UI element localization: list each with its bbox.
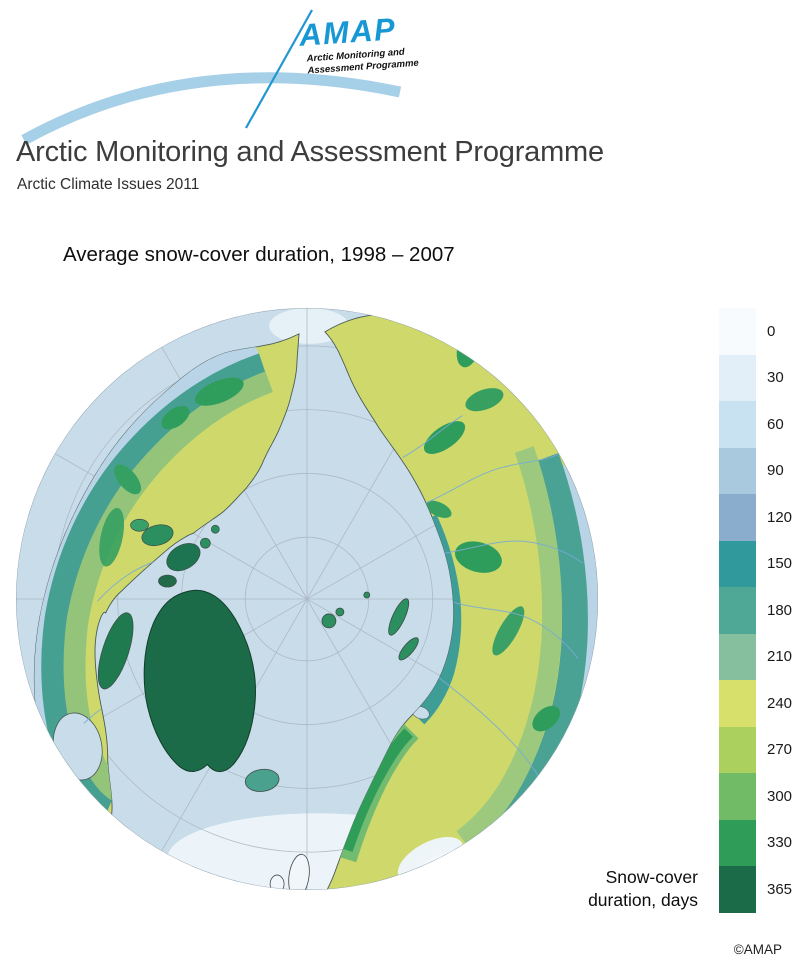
legend-caption-line1: Snow-cover — [605, 867, 698, 887]
legend-swatch — [719, 587, 756, 634]
scandinavia-mountains — [341, 728, 413, 853]
header-decoration — [21, 9, 402, 145]
legend-caption-line2: duration, days — [588, 889, 698, 910]
legend-swatch — [719, 726, 756, 773]
franz-josef-land — [363, 591, 371, 599]
legend-entry: 90 — [719, 447, 792, 494]
legend-entry: 180 — [719, 587, 792, 634]
legend-swatch — [719, 773, 756, 820]
legend-entry: 365 — [719, 866, 792, 913]
legend-swatch — [719, 447, 756, 494]
copyright: ©AMAP — [733, 942, 782, 957]
legend-value-label: 270 — [767, 741, 793, 759]
legend-swatch — [719, 819, 756, 866]
page-title: Arctic Monitoring and Assessment Program… — [16, 136, 604, 168]
legend-entry: 210 — [719, 633, 793, 680]
legend-entry: 330 — [719, 819, 793, 866]
legend-entry: 270 — [719, 726, 793, 773]
legend-swatch — [719, 354, 756, 401]
legend-value-label: 240 — [767, 694, 793, 712]
legend-caption: Snow-cover duration, days — [420, 866, 698, 912]
legend-value-label: 90 — [767, 462, 784, 480]
legend-swatch — [719, 680, 756, 727]
legend-swatch — [719, 401, 756, 448]
legend-value-label: 30 — [767, 369, 784, 387]
legend-entry: 0 — [719, 308, 792, 355]
legend-swatch — [719, 308, 756, 355]
canadian-arctic-islands — [97, 518, 220, 690]
legend-value-label: 365 — [767, 880, 793, 898]
ireland — [269, 874, 285, 891]
legend-swatch — [719, 633, 756, 680]
great-britain — [288, 853, 310, 891]
svalbard — [321, 613, 337, 629]
legend-value-label: 0 — [767, 322, 776, 340]
legend-value-label: 300 — [767, 787, 793, 805]
legend-value-label: 210 — [767, 648, 793, 666]
legend-value-label: 60 — [767, 415, 784, 433]
amap-logo-wordmark: AMAP — [297, 11, 398, 53]
logo-slash — [245, 9, 313, 129]
legend-value-label: 180 — [767, 601, 793, 619]
legend-entry: 60 — [719, 401, 792, 448]
amap-logo: AMAP Arctic Monitoring and Assessment Pr… — [297, 11, 419, 78]
arc-graphic — [21, 72, 402, 145]
greenland — [143, 589, 256, 773]
legend: 0 30 60 90 120 150 180 210 240 270 300 330 365 — [719, 308, 792, 913]
legend-entry: 240 — [719, 680, 792, 727]
legend-entry: 120 — [719, 494, 792, 541]
legend-entry: 150 — [719, 540, 793, 587]
novaya-zemlya-south — [398, 637, 419, 661]
legend-swatch — [719, 866, 756, 913]
legend-value-label: 330 — [767, 834, 793, 852]
figure-title: Average snow-cover duration, 1998 – 2007 — [63, 243, 455, 266]
snow-cover-map — [15, 307, 599, 891]
svalbard-small — [335, 607, 345, 617]
legend-entry: 300 — [719, 773, 792, 820]
legend-entry: 30 — [719, 354, 792, 401]
legend-swatch — [719, 494, 756, 541]
iceland — [244, 768, 280, 792]
rivers-eurasia — [402, 415, 584, 783]
legend-value-label: 150 — [767, 555, 793, 573]
novaya-zemlya-north — [388, 598, 410, 636]
legend-swatch — [719, 540, 756, 587]
page-subtitle: Arctic Climate Issues 2011 — [17, 176, 200, 193]
legend-value-label: 120 — [767, 508, 793, 526]
